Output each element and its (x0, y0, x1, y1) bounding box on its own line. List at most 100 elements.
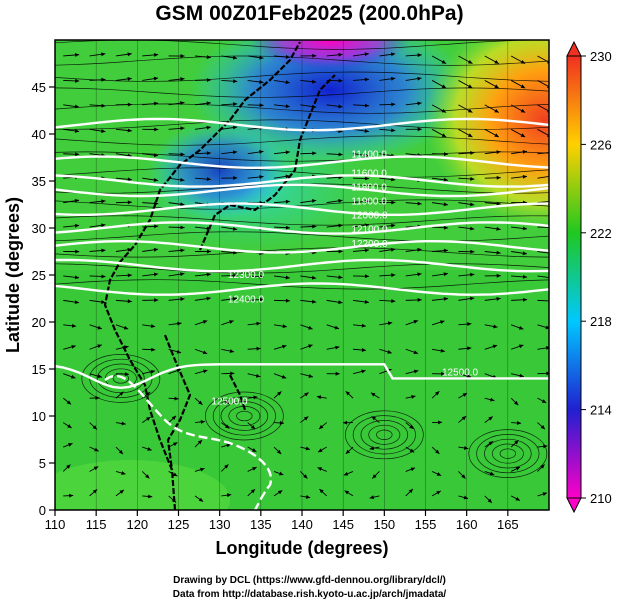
wind-vector-head (206, 125, 211, 130)
wind-vector-head (361, 323, 366, 328)
wind-vector-head (74, 275, 80, 280)
wind-vector-head (371, 416, 376, 421)
wind-vector-head (75, 249, 80, 254)
wind-vector-head (436, 472, 442, 476)
wind-vector-head (256, 346, 261, 351)
wind-vector-head (312, 224, 317, 229)
wind-vector (537, 128, 549, 137)
wind-vector-head (285, 150, 290, 155)
wind-vector-head (549, 151, 553, 155)
wind-vector-head (345, 449, 351, 454)
wind-vector-head (180, 177, 185, 182)
wind-vector-head (145, 474, 150, 479)
wind-vector-head (364, 77, 370, 82)
contour-line (55, 174, 549, 188)
wind-vector-head (225, 400, 230, 404)
x-tick-label: 160 (456, 517, 478, 532)
wind-vector-head (66, 464, 71, 469)
wind-vector-head (180, 297, 185, 302)
wind-vector-head (121, 471, 126, 475)
wind-vector-head (441, 371, 446, 376)
wind-vector (537, 175, 549, 179)
wind-vector-head (305, 495, 311, 499)
wind-vector-head (391, 177, 396, 182)
wind-vector-head (198, 400, 203, 405)
wind-vector-head (206, 151, 211, 156)
wind-vector-head (338, 300, 343, 305)
wind-vector-head (343, 471, 349, 476)
wind-vector-head (338, 104, 343, 109)
wind-vector-head (206, 249, 211, 254)
wind-vector-head (312, 79, 317, 84)
wind-vector-head (361, 348, 367, 352)
wind-vector-head (74, 300, 80, 305)
wind-vector-head (148, 494, 153, 499)
wind-vector-head (198, 497, 204, 502)
wind-vector-head (171, 415, 177, 421)
wind-vector-head (520, 84, 526, 89)
contour-line (55, 258, 549, 273)
wind-vector-head (493, 324, 498, 329)
wind-vector-head (391, 223, 396, 228)
wind-vector-head (464, 446, 469, 450)
wind-vector-head (470, 272, 475, 277)
wind-vector-head (417, 201, 422, 206)
wind-vector-head (338, 249, 343, 254)
y-tick-label: 45 (32, 80, 46, 95)
wind-vector-head (303, 474, 308, 479)
wind-vector-head (312, 151, 317, 156)
wind-vector-head (335, 345, 340, 350)
wind-vector-head (361, 369, 366, 374)
wind-vector-head (259, 55, 264, 60)
wind-vector-head (308, 325, 313, 330)
wind-vector-head (75, 78, 80, 83)
wind-vector-head (494, 133, 499, 137)
y-tick-label: 15 (32, 362, 46, 377)
wind-vector-head (101, 77, 106, 82)
wind-vector-head (74, 128, 80, 133)
wind-vector-head (515, 466, 521, 471)
wind-vector-head (413, 369, 419, 374)
colorbar: 210 214 218 222 226 230 (566, 40, 612, 514)
wind-vector-head (443, 152, 449, 157)
wind-vector-head (259, 297, 264, 302)
wind-vector-head (259, 175, 264, 179)
wind-vector-head (390, 52, 396, 57)
color-field (55, 40, 549, 510)
wind-vector-head (259, 80, 264, 84)
wind-vector-head (496, 296, 501, 301)
contour-label: 11600.0 (351, 168, 387, 179)
wind-vector-head (174, 396, 179, 401)
wind-vector-head (68, 443, 73, 447)
wind-vector-head (413, 350, 419, 355)
wind-vector-head (417, 272, 422, 277)
wind-vector-head (435, 391, 440, 396)
wind-vector-head (250, 489, 256, 494)
y-tick-label: 30 (32, 221, 46, 236)
contour-label: 11400.0 (351, 150, 387, 161)
wind-vector-head (338, 198, 343, 203)
wind-vector-head (435, 449, 440, 454)
wind-vector-head (541, 399, 547, 403)
streamline-eddy (81, 354, 161, 403)
colorbar-max-arrow (566, 40, 582, 57)
contour-label: 12100.0 (351, 225, 388, 236)
wind-vector-head (124, 372, 129, 377)
wind-vector-head (364, 274, 370, 279)
y-axis: 0 5 10 15 20 25 30 35 40 45 (32, 80, 55, 518)
wind-vector-head (154, 298, 159, 303)
wind-vector-head (408, 488, 413, 494)
wind-vector-head (285, 275, 290, 280)
chart-title: GSM 00Z01Feb2025 (200.0hPa) (155, 2, 464, 25)
wind-vector-head (345, 391, 351, 396)
wind-vector-head (520, 108, 526, 113)
wind-vector-head (71, 345, 76, 349)
wind-vector-head (343, 420, 348, 425)
wind-vector (537, 104, 549, 112)
wind-vector-head (278, 471, 284, 476)
wind-vector-head (470, 249, 475, 254)
wind-vector-head (153, 76, 159, 81)
wind-vector-head (515, 496, 520, 501)
wind-vector-head (441, 84, 447, 89)
